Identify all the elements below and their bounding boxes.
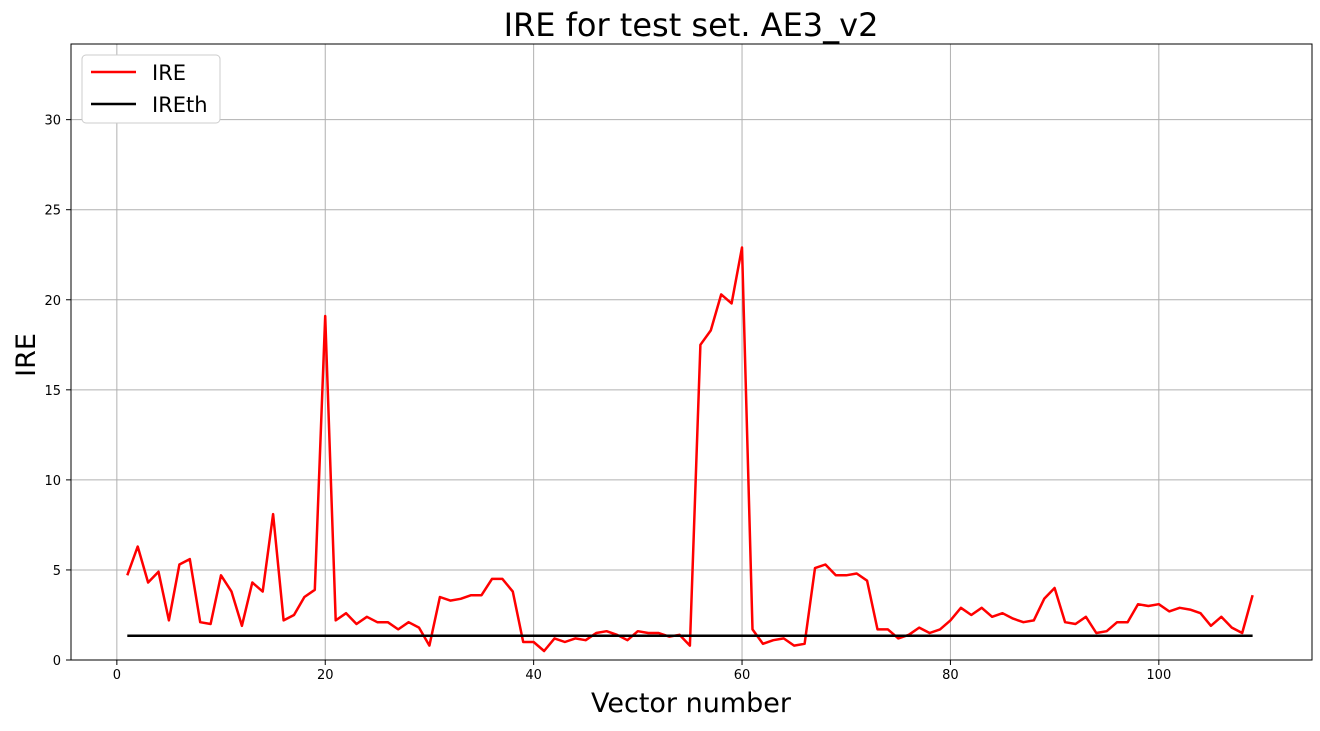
series-line-ire bbox=[126, 246, 1254, 653]
grid bbox=[71, 44, 1312, 661]
plot-frame bbox=[70, 43, 1313, 661]
y-tick-label: 20 bbox=[44, 294, 61, 309]
x-axis-label: Vector number bbox=[591, 688, 792, 719]
chart-title: IRE for test set. AE3_v2 bbox=[504, 6, 879, 44]
y-tick-label: 15 bbox=[44, 384, 61, 399]
series-group bbox=[126, 246, 1254, 653]
y-tick-label: 10 bbox=[44, 474, 61, 489]
y-tick-label: 0 bbox=[53, 654, 61, 669]
x-tick-label: 60 bbox=[734, 668, 751, 683]
x-tick-label: 100 bbox=[1146, 668, 1171, 683]
y-tick-label: 30 bbox=[44, 114, 61, 129]
x-tick-label: 40 bbox=[525, 668, 542, 683]
legend-label-ireth: IREth bbox=[152, 93, 208, 117]
x-tick-label: 80 bbox=[942, 668, 959, 683]
legend: IRE IREth bbox=[81, 54, 221, 124]
x-tick-label: 0 bbox=[113, 668, 121, 683]
ticks: 0 20 40 60 80 100 0 5 10 15 20 25 30 bbox=[44, 114, 1171, 683]
legend-label-ire: IRE bbox=[152, 61, 186, 85]
y-tick-label: 25 bbox=[44, 204, 61, 219]
y-tick-label: 5 bbox=[53, 564, 61, 579]
x-tick-label: 20 bbox=[317, 668, 334, 683]
y-axis-label: IRE bbox=[11, 333, 42, 377]
